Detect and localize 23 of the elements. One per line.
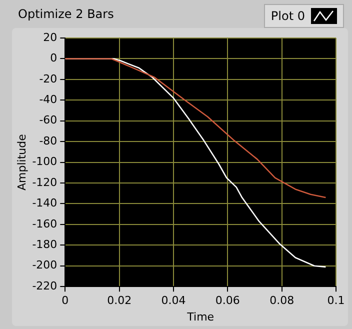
y-tick-label: -40 [39,93,58,106]
x-tick-label: 0 [62,294,69,308]
y-tick-label: -180 [32,238,58,252]
x-tick-label: 0.06 [215,294,240,308]
x-tick-label: 0.02 [107,294,132,308]
y-tick-label: -200 [32,258,58,272]
x-tick-label: 0.04 [161,294,186,308]
x-axis-title: Time [186,310,214,324]
legend-label: Plot 0 [270,9,305,23]
y-axis-title: Amplitude [15,134,28,190]
y-tick-label: -20 [39,72,58,86]
y-tick-label: 20 [43,30,58,44]
x-tick-label: 0.1 [327,294,345,308]
y-tick-label: -100 [32,155,58,168]
x-tick-label: 0.08 [270,294,294,308]
y-tick-label: -140 [32,196,58,210]
y-tick-label: -80 [39,134,58,148]
y-tick-label: -120 [32,176,58,189]
y-tick-label: -60 [39,114,58,127]
y-tick-label: -220 [32,279,58,292]
chart-title: Optimize 2 Bars [18,7,114,21]
y-tick-label: 0 [50,52,58,65]
y-tick-label: -160 [32,217,58,230]
